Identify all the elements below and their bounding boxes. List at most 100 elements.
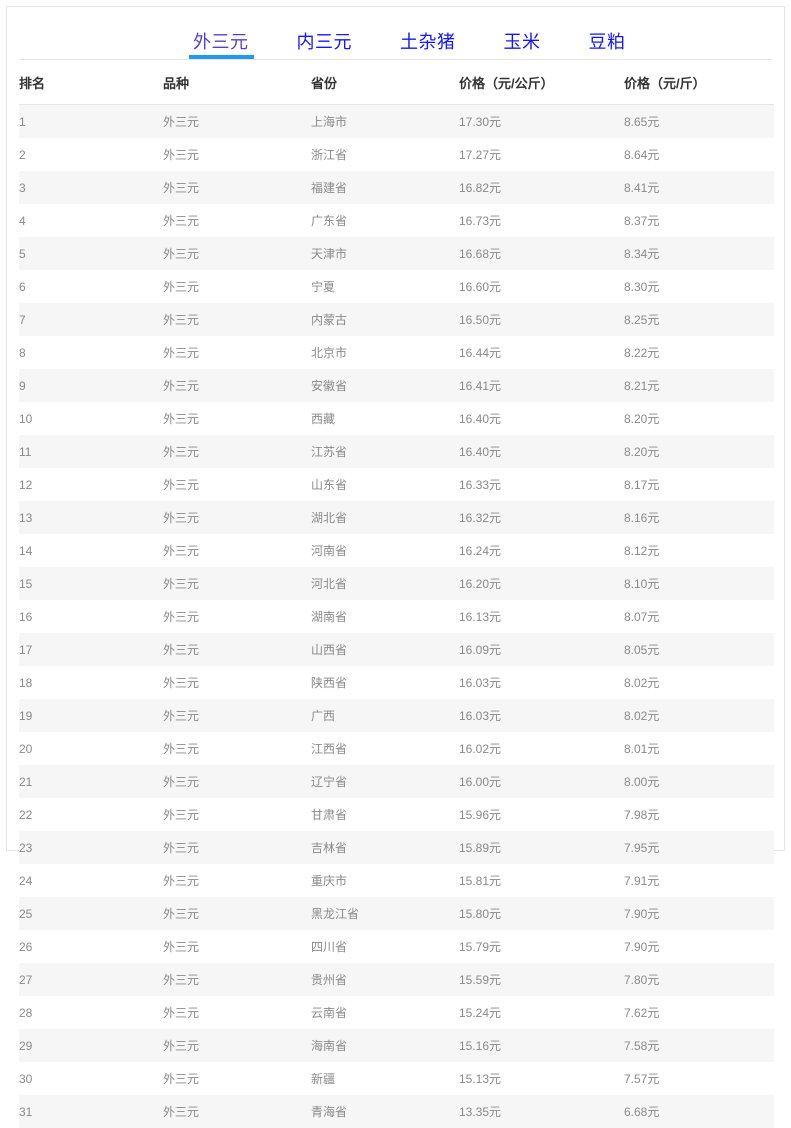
cell-price-per-jin: 6.68元 bbox=[624, 1095, 774, 1128]
cell-price-per-jin: 8.02元 bbox=[624, 699, 774, 732]
cell-rank: 30 bbox=[19, 1062, 163, 1095]
cell-province: 云南省 bbox=[311, 996, 459, 1029]
cell-price-per-jin: 7.80元 bbox=[624, 963, 774, 996]
cell-rank: 29 bbox=[19, 1029, 163, 1062]
cell-province: 江西省 bbox=[311, 732, 459, 765]
cell-price-per-jin: 8.30元 bbox=[624, 270, 774, 303]
cell-price-per-kg: 16.32元 bbox=[459, 501, 624, 534]
tab-5[interactable]: 豆粕 bbox=[589, 33, 626, 59]
cell-breed: 外三元 bbox=[163, 369, 311, 402]
cell-breed: 外三元 bbox=[163, 765, 311, 798]
cell-province: 贵州省 bbox=[311, 963, 459, 996]
tab-1[interactable]: 外三元 bbox=[193, 33, 249, 59]
cell-price-per-jin: 8.34元 bbox=[624, 237, 774, 270]
cell-province: 甘肃省 bbox=[311, 798, 459, 831]
cell-breed: 外三元 bbox=[163, 336, 311, 369]
cell-breed: 外三元 bbox=[163, 237, 311, 270]
column-header-province: 省份 bbox=[311, 60, 459, 105]
cell-breed: 外三元 bbox=[163, 270, 311, 303]
tab-2[interactable]: 内三元 bbox=[297, 33, 353, 59]
cell-breed: 外三元 bbox=[163, 138, 311, 171]
cell-rank: 15 bbox=[19, 567, 163, 600]
cell-price-per-jin: 7.62元 bbox=[624, 996, 774, 1029]
cell-province: 吉林省 bbox=[311, 831, 459, 864]
cell-price-per-jin: 8.41元 bbox=[624, 171, 774, 204]
cell-breed: 外三元 bbox=[163, 303, 311, 336]
cell-price-per-jin: 8.16元 bbox=[624, 501, 774, 534]
cell-province: 青海省 bbox=[311, 1095, 459, 1128]
cell-rank: 6 bbox=[19, 270, 163, 303]
cell-price-per-jin: 8.20元 bbox=[624, 435, 774, 468]
cell-rank: 12 bbox=[19, 468, 163, 501]
cell-province: 内蒙古 bbox=[311, 303, 459, 336]
cell-rank: 3 bbox=[19, 171, 163, 204]
cell-rank: 1 bbox=[19, 105, 163, 139]
cell-rank: 9 bbox=[19, 369, 163, 402]
price-ranking-card: 外三元内三元土杂猪玉米豆粕 排名 品种 省份 价格（元/公斤） bbox=[6, 6, 785, 851]
cell-rank: 2 bbox=[19, 138, 163, 171]
cell-price-per-kg: 15.80元 bbox=[459, 897, 624, 930]
tab-3[interactable]: 土杂猪 bbox=[400, 33, 456, 59]
cell-rank: 8 bbox=[19, 336, 163, 369]
column-header-price-per-jin: 价格（元/斤） bbox=[624, 60, 774, 105]
cell-rank: 7 bbox=[19, 303, 163, 336]
cell-price-per-jin: 8.10元 bbox=[624, 567, 774, 600]
cell-rank: 28 bbox=[19, 996, 163, 1029]
cell-price-per-kg: 16.68元 bbox=[459, 237, 624, 270]
cell-price-per-kg: 15.24元 bbox=[459, 996, 624, 1029]
cell-rank: 5 bbox=[19, 237, 163, 270]
cell-price-per-jin: 7.90元 bbox=[624, 897, 774, 930]
cell-breed: 外三元 bbox=[163, 534, 311, 567]
cell-province: 西藏 bbox=[311, 402, 459, 435]
cell-price-per-kg: 15.16元 bbox=[459, 1029, 624, 1062]
cell-price-per-kg: 15.81元 bbox=[459, 864, 624, 897]
cell-province: 山西省 bbox=[311, 633, 459, 666]
cell-price-per-kg: 16.03元 bbox=[459, 666, 624, 699]
cell-price-per-jin: 8.12元 bbox=[624, 534, 774, 567]
cell-province: 河南省 bbox=[311, 534, 459, 567]
cell-price-per-jin: 8.01元 bbox=[624, 732, 774, 765]
cell-price-per-kg: 13.35元 bbox=[459, 1095, 624, 1128]
tab-4[interactable]: 玉米 bbox=[504, 33, 541, 59]
cell-breed: 外三元 bbox=[163, 567, 311, 600]
cell-price-per-kg: 16.40元 bbox=[459, 402, 624, 435]
cell-province: 陕西省 bbox=[311, 666, 459, 699]
category-tabs[interactable]: 外三元 内三元 土杂猪 玉米 豆粕 bbox=[193, 7, 626, 59]
cell-price-per-kg: 16.44元 bbox=[459, 336, 624, 369]
cell-price-per-kg: 16.73元 bbox=[459, 204, 624, 237]
cell-breed: 外三元 bbox=[163, 1029, 311, 1062]
cell-rank: 31 bbox=[19, 1095, 163, 1128]
